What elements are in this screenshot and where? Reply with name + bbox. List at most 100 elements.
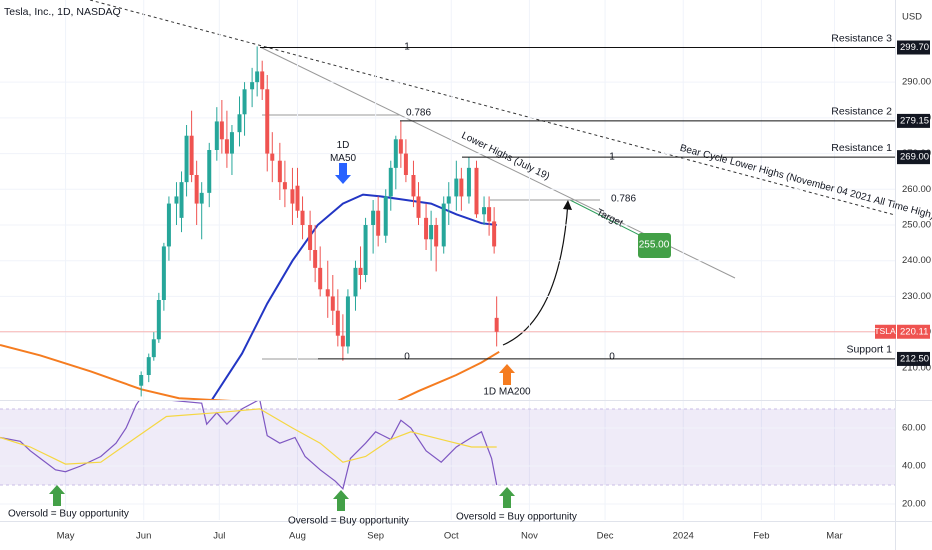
- candle-body: [161, 246, 166, 300]
- rsi-line: [0, 401, 498, 490]
- candle-body: [446, 196, 451, 204]
- rsi-band: [0, 408, 895, 486]
- buy-arrow: [49, 485, 65, 506]
- candle-body: [290, 189, 295, 204]
- candle-body: [308, 225, 313, 250]
- candle-body: [250, 82, 255, 90]
- candle-body: [207, 150, 212, 193]
- target-price: 255.00: [639, 240, 670, 251]
- candle-body: [353, 267, 358, 297]
- buy-arrow: [499, 487, 515, 508]
- last-price-label: 220.11: [900, 326, 928, 337]
- candle-body: [166, 203, 171, 247]
- x-tick-label: Nov: [521, 531, 538, 542]
- ma-label: 1D MA50: [330, 140, 357, 164]
- candle-body: [174, 196, 179, 204]
- price-badge: [897, 351, 930, 366]
- candle-body: [139, 375, 144, 386]
- candle-body: [345, 296, 350, 347]
- ma-label-part: MA50: [330, 153, 357, 164]
- y-tick-label: 290.00: [902, 77, 931, 88]
- candle-body: [282, 182, 287, 190]
- candle-body: [277, 160, 282, 183]
- candle-body: [335, 310, 340, 336]
- price-pane: [0, 0, 895, 400]
- candle-body: [429, 225, 434, 240]
- candle-body: [270, 153, 275, 161]
- x-tick-label: Mar: [826, 531, 842, 542]
- chart-title: Tesla, Inc., 1D, NASDAQ: [4, 6, 121, 18]
- candle-body: [398, 139, 403, 154]
- candle-body: [189, 135, 194, 175]
- candle-body: [313, 250, 318, 268]
- candle-body: [295, 185, 300, 211]
- candle-body: [229, 132, 234, 154]
- moving-average: [210, 193, 497, 400]
- price-badge: [897, 40, 930, 55]
- y-tick-label: 240.00: [902, 255, 931, 266]
- candle-body: [482, 207, 487, 215]
- candle-body: [487, 207, 492, 222]
- level-name: Resistance 1: [831, 142, 892, 154]
- x-tick-label: Jun: [136, 531, 151, 542]
- level-name: Resistance 3: [831, 32, 892, 44]
- candle-body: [376, 210, 381, 236]
- y-tick-label: 260.00: [902, 184, 931, 195]
- ma200-arrow: [499, 364, 515, 385]
- ma-label: 1D MA200: [483, 387, 531, 398]
- x-tick-label: Sep: [367, 531, 384, 542]
- candle-body: [146, 357, 151, 375]
- last-price-tag: [875, 324, 896, 339]
- candle-body: [318, 267, 323, 290]
- candle-body: [434, 225, 439, 247]
- candle-body: [330, 296, 335, 311]
- arrow-head: [563, 200, 572, 210]
- candle-body: [300, 210, 305, 225]
- currency: USD: [902, 12, 922, 23]
- candle-body: [179, 182, 184, 218]
- candle-body: [403, 153, 408, 175]
- level-name: Support 1: [846, 344, 892, 356]
- candle-body: [371, 210, 376, 225]
- annotation: Lower Highs (July 19): [460, 130, 552, 182]
- candle-body: [424, 217, 429, 240]
- candle-body: [214, 121, 219, 150]
- candle-body: [242, 89, 247, 115]
- candle-body: [466, 167, 471, 197]
- annotation: Target: [595, 207, 625, 229]
- candle-body: [492, 221, 497, 247]
- candle-body: [358, 267, 363, 275]
- candle-body: [224, 139, 229, 154]
- price-badge: [897, 113, 930, 128]
- last-price-name: TSLA: [874, 326, 896, 336]
- x-tick-label: Aug: [289, 531, 306, 542]
- fib-label: 0: [609, 352, 615, 363]
- candle-body: [151, 339, 156, 358]
- candle-body: [494, 317, 499, 332]
- candle-body: [393, 139, 398, 168]
- x-tick-label: Dec: [597, 531, 614, 542]
- y-tick-label: 60.00: [902, 422, 926, 433]
- candle-body: [219, 121, 224, 140]
- rsi-pane: [0, 401, 895, 520]
- y-tick-label: 230.00: [902, 291, 931, 302]
- fib-label: 0.786: [406, 108, 431, 119]
- candle-body: [441, 203, 446, 247]
- candle-body: [454, 178, 459, 197]
- fib-label: 0.786: [611, 194, 636, 205]
- price-badge: [897, 150, 930, 165]
- projection-arrow: [502, 201, 569, 346]
- annotation: Oversold = Buy opportunity: [8, 509, 129, 520]
- candle-body: [416, 196, 421, 218]
- candle-body: [194, 175, 199, 204]
- last-price-badge: [897, 324, 930, 339]
- candle-body: [411, 175, 416, 197]
- candle-body: [383, 196, 388, 236]
- candle-body: [325, 289, 330, 297]
- price-badge-label: 269.00: [900, 152, 929, 163]
- moving-average: [0, 344, 500, 400]
- candle-body: [184, 135, 189, 183]
- target-box: [638, 233, 671, 258]
- y-tick-label: 210.00: [902, 362, 931, 373]
